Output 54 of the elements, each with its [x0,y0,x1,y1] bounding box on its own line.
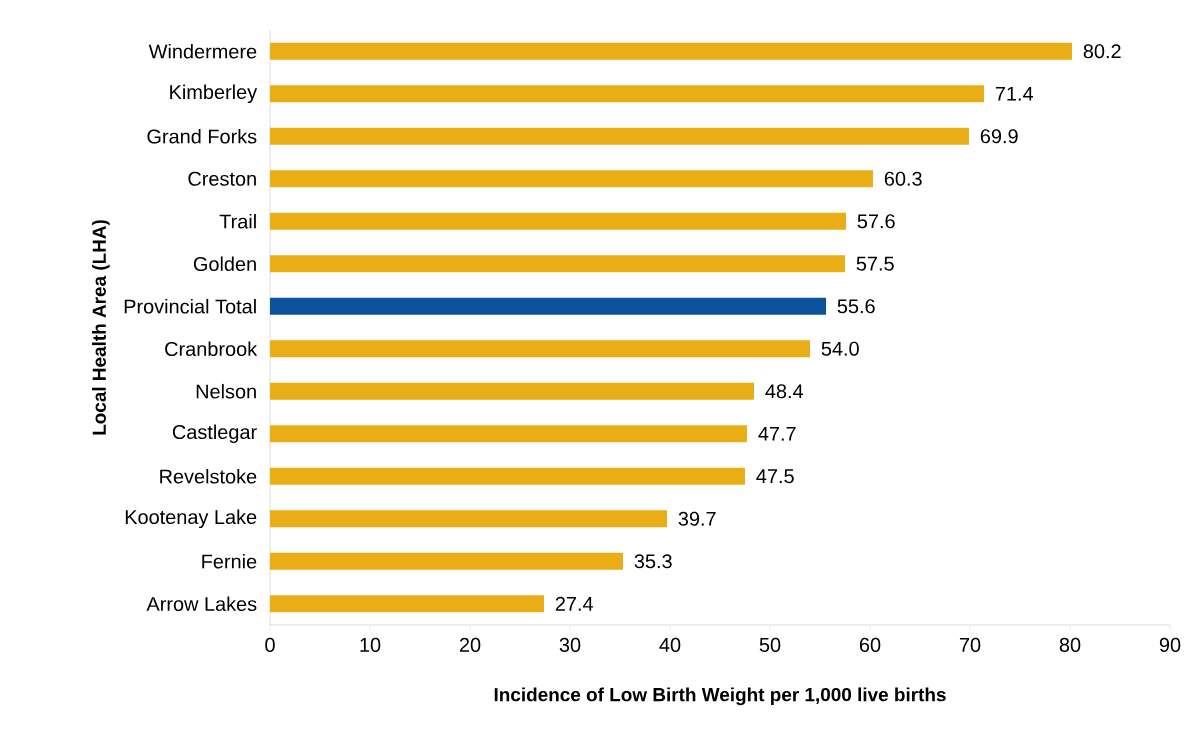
data-label: 60.3 [884,171,922,186]
x-tick-label: 0 [265,637,275,652]
bar [270,297,826,315]
bar [270,595,545,613]
y-tick-label: Arrow Lakes [146,596,257,612]
bar [270,42,1073,60]
y-tick-label: Cranbrook [165,341,258,357]
x-tick-label: 40 [659,637,681,652]
data-label: 27.4 [555,596,594,611]
y-tick-label: Golden [193,256,256,272]
x-tick-label: 30 [559,637,581,652]
data-label: 57.5 [856,256,894,271]
data-label: 69.9 [980,129,1018,144]
x-tick-label: 50 [759,637,781,652]
bar [270,552,623,570]
data-label: 47.5 [756,469,794,484]
y-tick-label: Grand Forks [147,128,257,144]
bar [270,85,984,103]
y-tick-label: Windermere [148,43,257,59]
x-tick-label: 80 [1059,637,1081,652]
bar [270,127,969,145]
x-tick-label: 20 [459,637,481,652]
y-tick-label: Kootenay Lake [125,509,257,529]
data-label: 71.4 [995,86,1034,101]
x-tick-label: 10 [360,637,381,652]
y-tick-label: Revelstoke [160,468,257,484]
data-label: 39.7 [678,511,716,526]
bar [270,467,745,485]
bar [270,425,747,443]
bar [270,510,667,528]
bar [270,255,845,273]
y-axis-title: Local Health Area (LHA) [92,220,110,435]
y-tick-label: Castlegar [172,424,257,444]
bar [270,382,754,400]
data-label: 55.6 [837,299,875,314]
y-tick-label: Kimberley [170,84,258,104]
data-label: 54.0 [821,341,859,356]
data-label: 47.7 [758,426,796,441]
bar [270,170,873,188]
data-label: 48.4 [765,384,804,399]
data-label: 57.6 [857,214,895,229]
x-tick-label: 60 [859,637,881,652]
x-tick-label: 70 [959,637,981,652]
y-tick-label: Trail [219,213,256,229]
y-tick-label: Provincial Total [124,298,256,314]
x-axis-title: Incidence of Low Birth Weight per 1,000 live births [494,687,946,706]
y-tick-label: Nelson [196,383,256,399]
data-label: 35.3 [634,554,672,569]
x-tick-label: 90 [1159,637,1181,652]
bar [270,340,810,358]
y-tick-label: Fernie [202,553,257,569]
y-tick-label: Creston [188,171,256,186]
bar [270,212,846,230]
data-label: 80.2 [1083,44,1121,59]
